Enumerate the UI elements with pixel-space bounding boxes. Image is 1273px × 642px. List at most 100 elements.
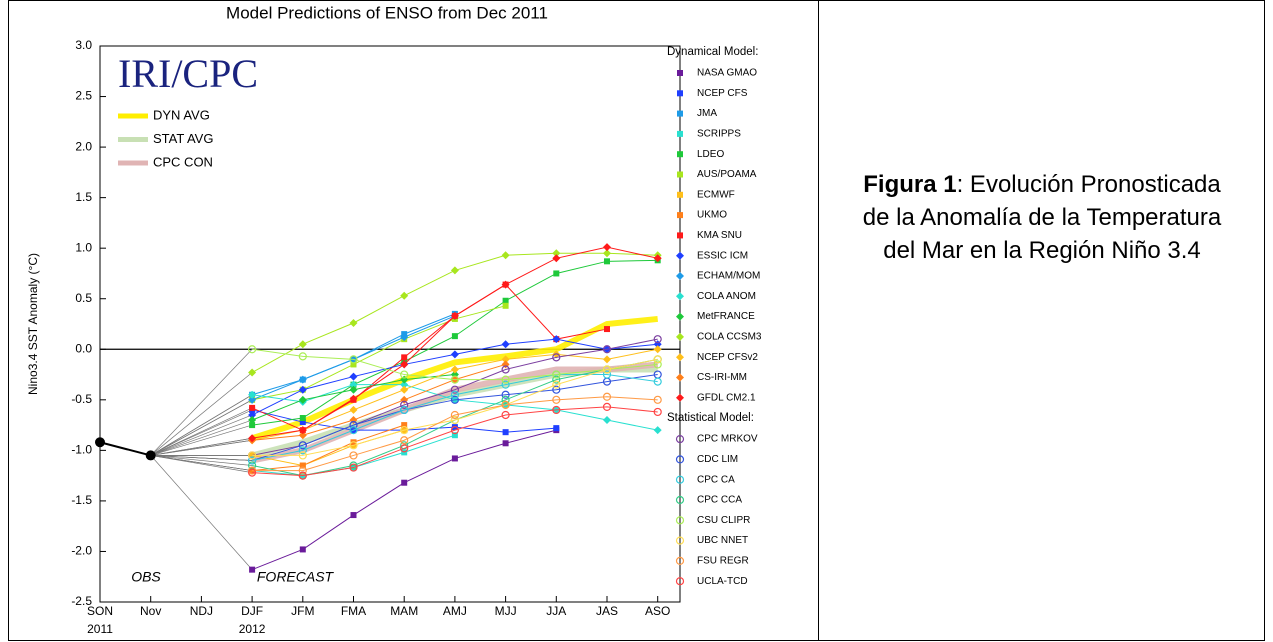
legend-marker [675, 435, 685, 444]
observed-point [145, 450, 156, 461]
annotation: FORECAST [257, 569, 335, 585]
connector [150, 372, 253, 456]
point [248, 451, 257, 460]
legend-marker [676, 272, 684, 280]
point [602, 365, 612, 374]
legend-label: CPC MRKOV [697, 434, 758, 445]
legend-label: FSU REGR [697, 556, 749, 567]
point [653, 355, 662, 364]
connector [150, 455, 253, 461]
point [400, 370, 409, 379]
point [552, 254, 561, 263]
point [248, 395, 257, 404]
point [602, 392, 612, 401]
x-tick-label: MJJ [495, 604, 517, 618]
point [400, 291, 409, 300]
point [248, 468, 257, 477]
observed-point [95, 437, 105, 448]
caption-label: Figura 1 [863, 171, 957, 198]
plot-frame [99, 45, 681, 603]
y-tick-label: 2.0 [75, 139, 92, 153]
point [400, 405, 409, 415]
legend-label: NASA GMAO [697, 68, 757, 79]
point [400, 385, 409, 394]
point [349, 372, 358, 381]
y-tick-label: 3.0 [75, 38, 92, 52]
y-tick-label: -2.5 [71, 594, 92, 608]
legend-label: ECHAM/MOM [697, 271, 760, 282]
legend-label: UBC NNET [697, 535, 748, 546]
y-tick-label: 1.5 [75, 190, 92, 204]
legend-label: KMA SNU [697, 230, 742, 241]
legend-marker [677, 110, 683, 117]
point [299, 546, 306, 553]
point [248, 434, 257, 443]
legend-marker [676, 332, 684, 341]
legend-label: CDC LIM [697, 454, 738, 465]
point [349, 355, 358, 364]
point [604, 258, 610, 265]
point [502, 302, 509, 309]
point [450, 395, 459, 404]
point [298, 471, 307, 480]
legend-marker [677, 191, 683, 198]
caption-text: : Evolución Pronosticada de la Anomalía … [862, 171, 1222, 264]
point [451, 432, 458, 439]
chart-title: Model Predictions of ENSO from Dec 2011 [226, 3, 548, 22]
connector [150, 349, 253, 456]
point [248, 390, 257, 399]
point [400, 333, 409, 342]
point [298, 466, 307, 475]
point [501, 410, 510, 420]
point [501, 395, 510, 404]
legend-label: LDEO [697, 149, 724, 160]
caption: Figura 1: Evolución Pronosticada de la A… [857, 168, 1227, 267]
x-tick-label: NDJ [190, 604, 213, 618]
x-tick-label: JFM [291, 604, 314, 618]
point [249, 422, 256, 429]
x-tick-label: DJF [241, 604, 263, 618]
point [450, 385, 459, 394]
point [501, 380, 510, 389]
connector [150, 399, 253, 456]
point [653, 360, 662, 369]
connector [150, 394, 253, 456]
point [248, 345, 257, 354]
point [298, 395, 307, 404]
observed-line [99, 441, 151, 457]
legend-label: NCEP CFS [697, 88, 748, 99]
legend-label: DYN AVG [153, 107, 210, 122]
point [653, 377, 662, 386]
legend-marker [675, 475, 685, 484]
point [450, 426, 459, 435]
point [298, 340, 307, 349]
point [400, 380, 409, 389]
y-tick-label: 0.0 [75, 341, 92, 355]
point [298, 426, 307, 435]
point [501, 340, 510, 349]
legend-label: UCLA-TCD [697, 576, 748, 587]
point [248, 416, 257, 425]
point [248, 368, 257, 377]
legend-label: COLA CCSM3 [697, 332, 762, 343]
legend-label: AUS/POAMA [697, 169, 757, 180]
legend-marker [677, 232, 683, 239]
legend-marker [675, 455, 685, 464]
point [450, 365, 459, 374]
point [603, 416, 611, 425]
point [298, 375, 307, 384]
y-tick-label: 0.5 [75, 291, 92, 305]
point [349, 380, 358, 389]
point [248, 456, 257, 465]
point [298, 385, 307, 394]
connector [150, 424, 253, 456]
legend-marker [675, 556, 685, 566]
legend-label: NCEP CFSv2 [697, 352, 758, 363]
series-line [252, 424, 405, 472]
point [349, 441, 358, 450]
legend-marker [677, 171, 683, 178]
x-year-label: 2011 [87, 622, 113, 636]
legend-marker [675, 577, 685, 586]
legend-label: SCRIPPS [697, 129, 741, 140]
